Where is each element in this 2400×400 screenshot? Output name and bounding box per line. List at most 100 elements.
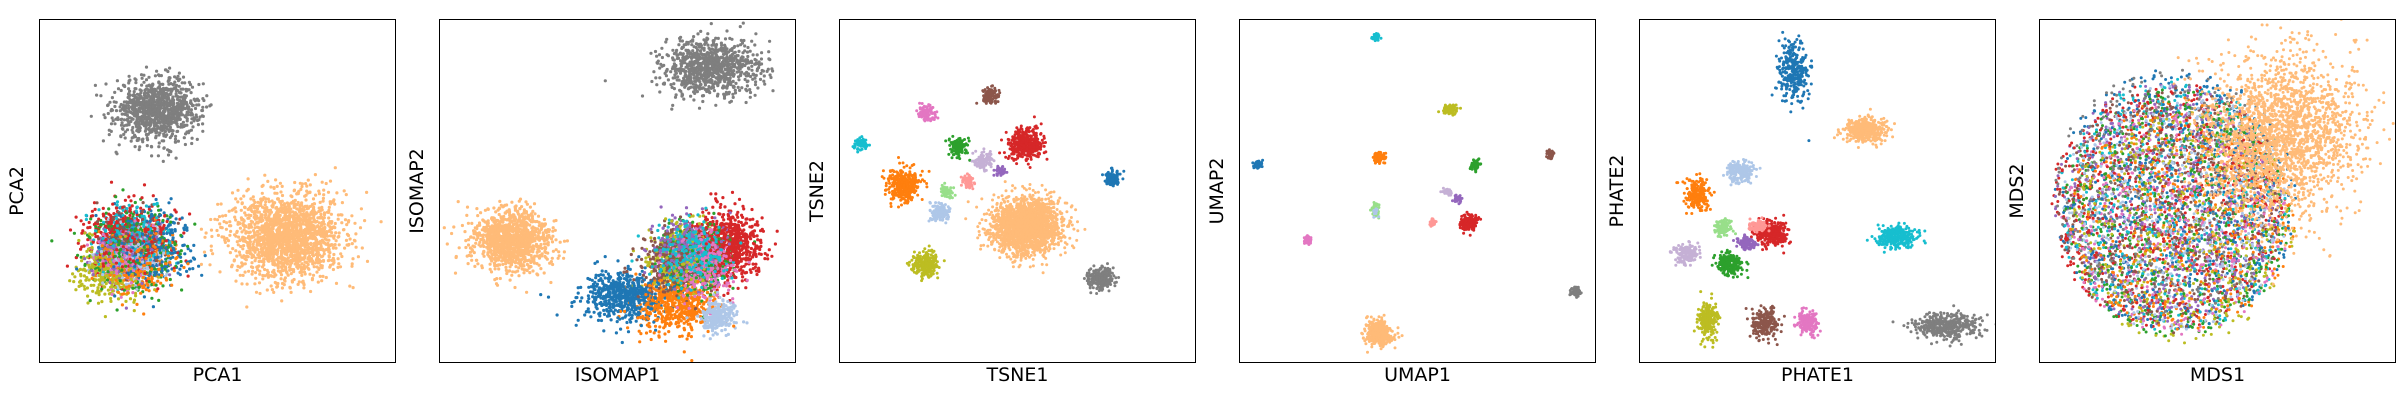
point-s0-3234 xyxy=(139,89,143,93)
point-s1-2347 xyxy=(182,243,186,247)
point-s2-969 xyxy=(107,207,111,211)
point-s11-3431 xyxy=(250,261,254,265)
point-s0-3021 xyxy=(174,134,178,138)
point-s0-217 xyxy=(139,73,144,77)
point-s0-1005 xyxy=(93,83,97,87)
point-s0-801 xyxy=(201,105,205,109)
point-s0-23 xyxy=(190,141,194,146)
point-s1-1442 xyxy=(189,249,193,253)
point-s0-998 xyxy=(126,104,131,108)
point-s5-4237 xyxy=(186,262,190,266)
point-s8-3604 xyxy=(102,220,106,224)
point-s3-2398 xyxy=(139,206,143,210)
point-s11-4782 xyxy=(350,242,354,246)
point-s11-3072 xyxy=(317,189,321,193)
point-s8-3521 xyxy=(97,208,101,212)
point-s8-3588 xyxy=(121,213,125,217)
point-s4-2521 xyxy=(89,250,94,254)
point-s0-1401 xyxy=(141,140,145,144)
point-s5-2891 xyxy=(164,262,168,266)
point-s0-482 xyxy=(201,114,205,118)
point-s0-3291 xyxy=(114,150,118,154)
point-s2-2885 xyxy=(179,233,183,237)
point-s2-3241 xyxy=(131,286,135,290)
point-s0-163 xyxy=(163,129,167,134)
point-s0-3082 xyxy=(157,74,161,78)
point-s0-3628 xyxy=(197,118,201,122)
point-s0-2639 xyxy=(167,76,171,80)
point-s0-4555 xyxy=(132,103,136,107)
point-s4-2528 xyxy=(109,296,113,301)
point-s11-4885 xyxy=(279,273,284,277)
point-s0-871 xyxy=(208,104,212,108)
point-s0-1452 xyxy=(201,82,205,86)
point-s11-4557 xyxy=(284,270,289,274)
point-s2-4822 xyxy=(133,229,137,233)
point-s8-4559 xyxy=(115,200,120,204)
point-s8-4151 xyxy=(111,237,116,242)
point-s11-4212 xyxy=(237,235,241,239)
point-s11-4642 xyxy=(245,305,249,309)
point-s3-4020 xyxy=(109,214,113,218)
point-s4-2456 xyxy=(128,297,133,301)
point-s11-4046 xyxy=(263,173,267,177)
point-s0-3791 xyxy=(156,124,160,129)
point-s0-3022 xyxy=(189,99,193,103)
point-s4-4852 xyxy=(99,276,103,280)
point-s2-1885 xyxy=(121,188,125,192)
point-s11-1552 xyxy=(239,208,243,212)
point-s0-498 xyxy=(156,154,160,158)
point-s11-4335 xyxy=(242,244,246,248)
point-s11-4948 xyxy=(253,282,257,286)
point-s3-4951 xyxy=(147,207,151,211)
point-s11-4947 xyxy=(294,225,299,229)
point-s1-4834 xyxy=(162,232,166,236)
point-s11-3046 xyxy=(326,190,331,194)
point-s0-1402 xyxy=(188,83,193,87)
point-s8-3543 xyxy=(84,213,88,217)
point-s1-1248 xyxy=(178,267,182,271)
point-s0-4615 xyxy=(131,125,135,130)
point-s0-3270 xyxy=(138,115,142,119)
point-s0-338 xyxy=(172,82,176,86)
point-s11-4989 xyxy=(317,221,321,225)
point-s0-4608 xyxy=(123,112,128,116)
point-s11-4980 xyxy=(265,288,269,292)
point-s8-3614 xyxy=(168,241,172,245)
point-s0-632 xyxy=(160,139,164,143)
point-s0-1698 xyxy=(185,123,189,127)
point-s11-334 xyxy=(311,197,316,201)
point-s0-4884 xyxy=(127,123,131,127)
point-s0-179 xyxy=(129,139,133,143)
point-s7-3673 xyxy=(124,306,128,310)
point-s0-3027 xyxy=(187,107,191,111)
point-s1-4850 xyxy=(145,219,149,223)
point-s11-4329 xyxy=(199,227,203,231)
point-s5-3400 xyxy=(146,276,151,280)
point-s0-3437 xyxy=(167,82,171,86)
point-s0-1857 xyxy=(184,94,188,98)
point-s0-1449 xyxy=(122,132,126,136)
point-s3-4052 xyxy=(105,233,109,237)
point-s11-4835 xyxy=(303,252,307,257)
point-s6-4475 xyxy=(124,232,128,236)
point-s11-3189 xyxy=(308,204,313,208)
point-s6-1488 xyxy=(141,201,145,205)
point-s3-3726 xyxy=(123,198,127,202)
point-s8-3500 xyxy=(111,244,115,248)
point-s11-2983 xyxy=(254,290,259,294)
point-s11-548 xyxy=(216,202,220,206)
point-s1-4751 xyxy=(145,234,150,238)
point-s1-1101 xyxy=(192,243,196,247)
point-s11-378 xyxy=(228,220,232,224)
point-s1-1232 xyxy=(197,264,201,268)
point-s1-3959 xyxy=(176,261,180,265)
point-s2-4952 xyxy=(106,270,110,274)
point-s0-210 xyxy=(163,68,168,72)
point-s10-4560 xyxy=(139,265,143,269)
point-s1-4065 xyxy=(94,213,98,218)
point-s5-2898 xyxy=(170,283,174,287)
point-s4-4176 xyxy=(79,272,83,276)
point-s11-4365 xyxy=(314,193,318,197)
point-s7-3315 xyxy=(168,263,172,267)
